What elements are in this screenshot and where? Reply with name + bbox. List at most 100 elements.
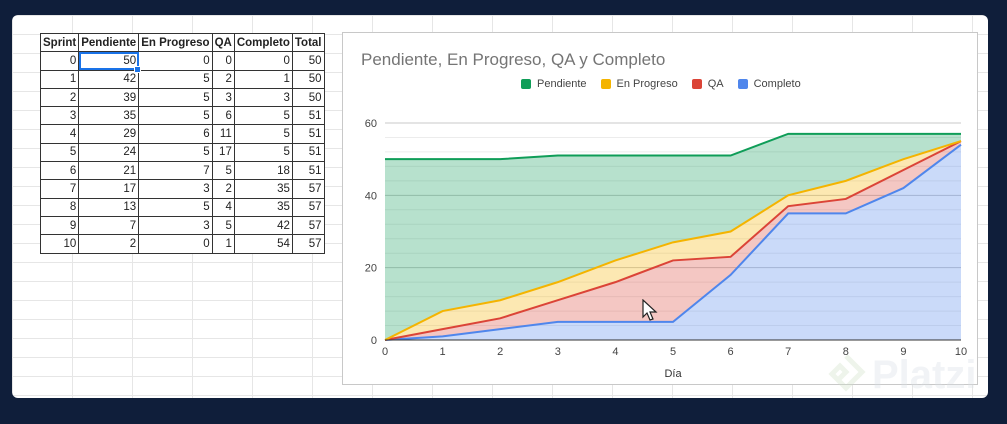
table-cell[interactable]: 8 <box>39 197 80 217</box>
table-cell[interactable]: 0 <box>233 51 293 71</box>
table-cell[interactable]: 5 <box>138 142 213 163</box>
table-cell[interactable]: 5 <box>211 215 235 236</box>
chart-plot-area: 0 20 40 60 0 1 2 3 4 5 6 7 8 9 10 Día <box>365 118 967 380</box>
column-header[interactable]: Total <box>291 32 325 53</box>
legend-item[interactable]: Pendiente <box>521 78 587 90</box>
table-cell[interactable]: 17 <box>211 142 235 163</box>
table-cell[interactable]: 6 <box>211 106 235 126</box>
column-header[interactable]: Sprint <box>39 32 80 53</box>
series-line-en-progreso <box>384 140 962 341</box>
x-tick-label: 3 <box>555 346 561 358</box>
table-cell[interactable]: 0 <box>138 51 213 71</box>
table-cell[interactable]: 6 <box>39 161 80 181</box>
table-cell[interactable]: 2 <box>78 234 140 254</box>
table-cell[interactable]: 54 <box>233 234 293 254</box>
x-tick-label: 10 <box>955 346 967 358</box>
table-cell[interactable]: 0 <box>39 51 80 71</box>
table-body: 0 50 0 0 0 50 1 42 5 2 1 50 2 39 5 3 3 50 3 35 5 6 5 51 4 29 6 11 5 5… <box>39 51 325 254</box>
table-cell[interactable]: 21 <box>78 161 140 181</box>
stacked-area-chart[interactable]: Pendiente, En Progreso, QA y Completo Pe… <box>342 32 978 385</box>
table-cell[interactable]: 7 <box>138 161 213 181</box>
table-cell[interactable]: 3 <box>138 215 213 236</box>
table-cell[interactable]: 4 <box>211 197 235 217</box>
table-cell[interactable]: 5 <box>233 142 293 163</box>
legend-label: En Progreso <box>616 78 678 90</box>
table-cell[interactable]: 4 <box>39 124 80 144</box>
legend-item[interactable]: En Progreso <box>600 78 678 90</box>
table-cell[interactable]: 50 <box>291 51 325 71</box>
table-cell[interactable]: 2 <box>211 69 235 89</box>
table-cell[interactable]: 11 <box>211 124 235 144</box>
table-cell[interactable]: 50 <box>291 87 325 108</box>
area-completo <box>385 144 961 340</box>
area-pendiente <box>385 133 961 340</box>
area-en-progreso <box>385 141 961 340</box>
table-cell[interactable]: 1 <box>39 69 80 89</box>
table-row: 5 24 5 17 5 51 <box>39 142 325 163</box>
table-cell[interactable]: 57 <box>291 197 325 217</box>
table-cell[interactable]: 42 <box>78 69 140 89</box>
legend-swatch <box>600 79 611 89</box>
table-cell[interactable]: 5 <box>138 106 213 126</box>
mouse-pointer-icon <box>642 299 658 321</box>
table-cell[interactable]: 57 <box>291 215 325 236</box>
table-cell[interactable]: 0 <box>138 234 213 254</box>
table-cell[interactable]: 5 <box>211 161 235 181</box>
table-cell[interactable]: 5 <box>233 106 293 126</box>
table-cell[interactable]: 29 <box>78 124 140 144</box>
table-cell[interactable]: 1 <box>211 234 235 254</box>
table-cell[interactable]: 51 <box>291 142 325 163</box>
table-cell[interactable]: 3 <box>233 87 293 108</box>
table-row: 4 29 6 11 5 51 <box>39 124 325 144</box>
table-cell[interactable]: 57 <box>291 234 325 254</box>
table-cell[interactable]: 18 <box>233 161 293 181</box>
x-axis-label: Día <box>664 368 682 380</box>
table-cell[interactable]: 10 <box>39 234 80 254</box>
legend-item[interactable]: QA <box>691 78 724 90</box>
table-cell[interactable]: 39 <box>78 87 140 108</box>
legend-swatch <box>691 79 702 89</box>
legend-label: QA <box>707 78 724 90</box>
y-tick-label: 0 <box>371 335 377 347</box>
column-header[interactable]: Pendiente <box>78 32 140 53</box>
table-cell[interactable]: 50 <box>78 51 142 74</box>
table-cell[interactable]: 17 <box>78 179 140 199</box>
column-header[interactable]: Completo <box>233 32 293 53</box>
table-row: 8 13 5 4 35 57 <box>39 197 325 217</box>
table-cell[interactable]: 5 <box>138 197 213 217</box>
table-cell[interactable]: 1 <box>233 69 293 89</box>
table-cell[interactable]: 2 <box>39 87 80 108</box>
table-cell[interactable]: 5 <box>138 69 213 89</box>
table-cell[interactable]: 50 <box>291 69 325 89</box>
table-cell[interactable]: 7 <box>39 179 80 199</box>
table-cell[interactable]: 35 <box>233 179 293 199</box>
table-cell[interactable]: 13 <box>78 197 140 217</box>
table-cell[interactable]: 42 <box>233 215 293 236</box>
x-tick-label: 4 <box>612 346 618 358</box>
table-cell[interactable]: 57 <box>291 179 325 199</box>
platzi-logo-icon <box>828 353 866 392</box>
table-cell[interactable]: 51 <box>291 161 325 181</box>
table-cell[interactable]: 51 <box>291 124 325 144</box>
table-cell[interactable]: 24 <box>78 142 140 163</box>
table-cell[interactable]: 35 <box>78 106 140 126</box>
column-header[interactable]: En Progreso <box>138 32 213 53</box>
y-tick-label: 20 <box>365 263 377 275</box>
table-row: 0 50 0 0 0 50 <box>39 51 325 74</box>
series-line-pendiente <box>385 132 961 161</box>
table-cell[interactable]: 3 <box>138 179 213 199</box>
table-cell[interactable]: 2 <box>211 179 235 199</box>
table-cell[interactable]: 7 <box>78 215 140 236</box>
column-header[interactable]: QA <box>211 32 235 53</box>
table-cell[interactable]: 5 <box>233 124 293 144</box>
table-cell[interactable]: 3 <box>39 106 80 126</box>
table-cell[interactable]: 3 <box>211 87 235 108</box>
table-cell[interactable]: 0 <box>211 51 235 71</box>
table-cell[interactable]: 5 <box>138 87 213 108</box>
table-cell[interactable]: 9 <box>39 215 80 236</box>
table-cell[interactable]: 6 <box>138 124 213 144</box>
table-cell[interactable]: 51 <box>291 106 325 126</box>
legend-item[interactable]: Completo <box>737 78 801 90</box>
table-cell[interactable]: 5 <box>39 142 80 163</box>
table-cell[interactable]: 35 <box>233 197 293 217</box>
